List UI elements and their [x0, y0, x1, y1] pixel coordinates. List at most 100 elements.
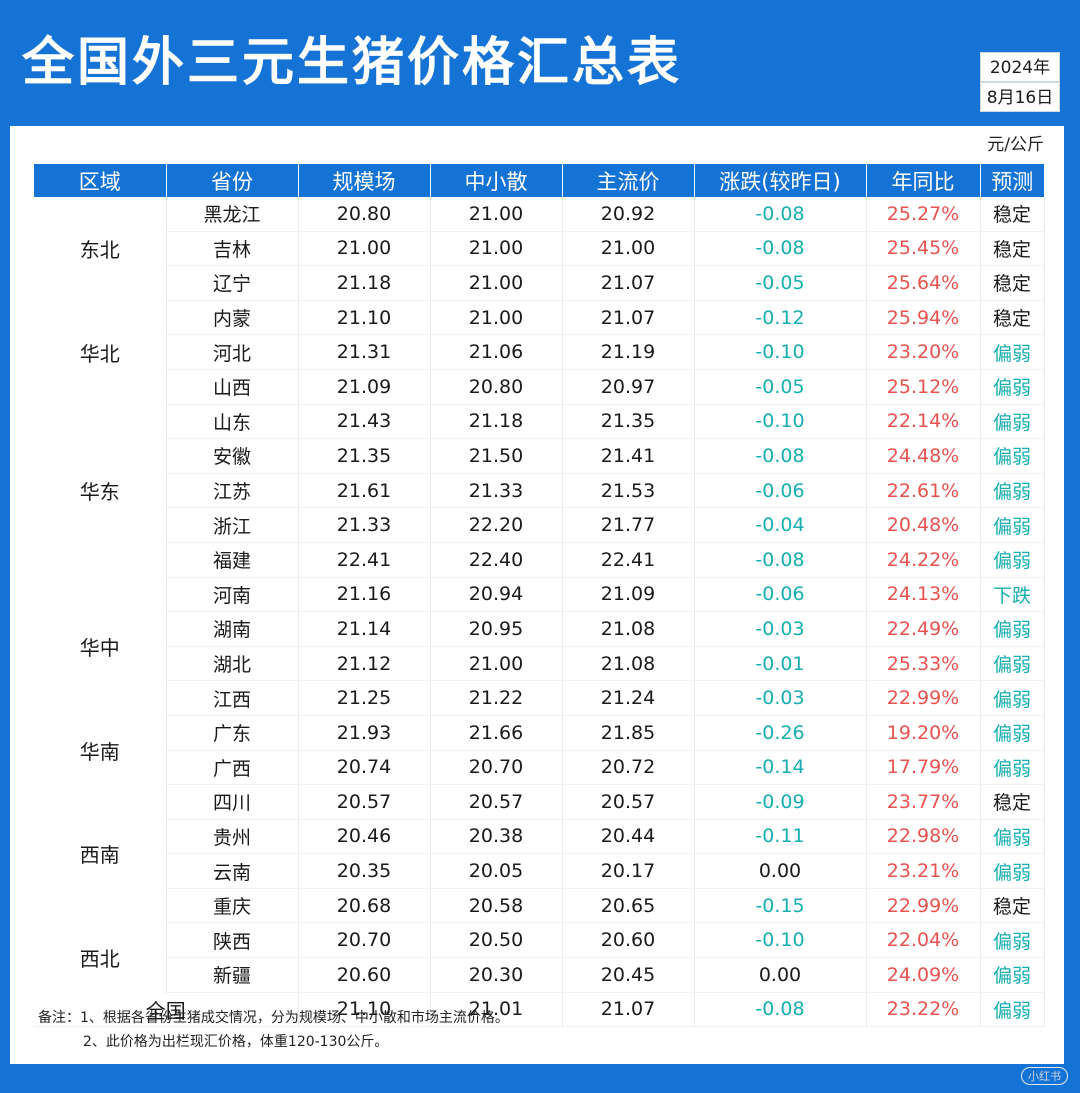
yoy-cell: 25.64% — [866, 265, 981, 301]
forecast-cell: 稳定 — [980, 784, 1045, 820]
forecast-cell: 偏弱 — [980, 853, 1045, 889]
large-farm-cell: 21.00 — [298, 231, 431, 267]
province-cell: 重庆 — [166, 888, 299, 924]
total-label-cell: 全国 — [34, 992, 299, 1028]
yoy-cell: 25.94% — [866, 300, 981, 336]
page-title: 全国外三元生猪价格汇总表 — [22, 33, 683, 93]
change-cell: 0.00 — [694, 853, 867, 889]
main-price-cell: 21.24 — [562, 680, 695, 716]
change-cell: -0.06 — [694, 473, 867, 509]
large-farm-cell: 20.68 — [298, 888, 431, 924]
region-cell: 东北 — [34, 197, 167, 301]
small-farm-cell: 21.00 — [430, 646, 563, 682]
table-row: 湖北 21.12 21.00 21.08 -0.01 25.33% 偏弱 — [34, 646, 1045, 682]
column-header-change: 涨跌(较昨日) — [694, 164, 867, 197]
forecast-cell: 偏弱 — [980, 646, 1045, 682]
table-row: 西北 陕西 20.70 20.50 20.60 -0.10 22.04% 偏弱 — [34, 922, 1045, 993]
table-row: 云南 20.35 20.05 20.17 0.00 23.21% 偏弱 — [34, 853, 1045, 889]
yoy-cell: 22.99% — [866, 680, 981, 716]
small-farm-cell: 21.22 — [430, 680, 563, 716]
note-line-2: 2、此价格为出栏现汇价格，体重120-130公斤。 — [83, 1034, 389, 1050]
main-price-cell: 21.19 — [562, 334, 695, 370]
province-cell: 吉林 — [166, 231, 299, 267]
yoy-cell: 25.12% — [866, 369, 981, 405]
small-farm-cell: 21.00 — [430, 300, 563, 336]
province-cell: 云南 — [166, 853, 299, 889]
large-farm-cell: 20.46 — [298, 819, 431, 855]
small-farm-cell: 20.57 — [430, 784, 563, 820]
change-cell: -0.08 — [694, 542, 867, 578]
change-cell: -0.08 — [694, 992, 867, 1028]
forecast-cell: 偏弱 — [980, 819, 1045, 855]
change-cell: -0.08 — [694, 438, 867, 474]
province-cell: 湖北 — [166, 646, 299, 682]
province-cell: 贵州 — [166, 819, 299, 855]
small-farm-cell: 21.00 — [430, 265, 563, 301]
province-cell: 浙江 — [166, 507, 299, 543]
small-farm-cell: 20.05 — [430, 853, 563, 889]
forecast-cell: 偏弱 — [980, 680, 1045, 716]
table-row: 安徽 21.35 21.50 21.41 -0.08 24.48% 偏弱 — [34, 438, 1045, 474]
table-row: 江西 21.25 21.22 21.24 -0.03 22.99% 偏弱 — [34, 680, 1045, 716]
small-farm-cell: 20.95 — [430, 611, 563, 647]
province-cell: 广西 — [166, 750, 299, 786]
main-price-cell: 21.07 — [562, 265, 695, 301]
column-header-forecast: 预测 — [980, 164, 1044, 197]
watermark: 小红书 — [1021, 1067, 1068, 1085]
main-price-cell: 21.53 — [562, 473, 695, 509]
change-cell: -0.14 — [694, 750, 867, 786]
forecast-cell: 偏弱 — [980, 369, 1045, 405]
table-row: 华中 河南 21.16 20.94 21.09 -0.06 24.13% 下跌 — [34, 577, 1045, 716]
large-farm-cell: 21.33 — [298, 507, 431, 543]
table-row: 福建 22.41 22.40 22.41 -0.08 24.22% 偏弱 — [34, 542, 1045, 578]
large-farm-cell: 21.10 — [298, 300, 431, 336]
yoy-cell: 22.61% — [866, 473, 981, 509]
region-cell: 西南 — [34, 784, 167, 923]
change-cell: -0.01 — [694, 646, 867, 682]
forecast-cell: 偏弱 — [980, 507, 1045, 543]
column-header-province: 省份 — [166, 164, 299, 197]
main-price-cell: 20.92 — [562, 197, 695, 232]
province-cell: 江西 — [166, 680, 299, 716]
yoy-cell: 22.99% — [866, 888, 981, 924]
yoy-cell: 24.13% — [866, 577, 981, 613]
province-cell: 安徽 — [166, 438, 299, 474]
main-price-cell: 21.41 — [562, 438, 695, 474]
date-badge: 8月16日 — [980, 82, 1060, 112]
yoy-cell: 24.48% — [866, 438, 981, 474]
large-farm-cell: 21.18 — [298, 265, 431, 301]
main-price-cell: 21.35 — [562, 404, 695, 440]
yoy-cell: 20.48% — [866, 507, 981, 543]
large-farm-cell: 20.35 — [298, 853, 431, 889]
table-row: 新疆 20.60 20.30 20.45 0.00 24.09% 偏弱 — [34, 957, 1045, 993]
unit-label: 元/公斤 — [987, 135, 1044, 155]
large-farm-cell: 21.43 — [298, 404, 431, 440]
main-price-cell: 21.08 — [562, 611, 695, 647]
table-row: 贵州 20.46 20.38 20.44 -0.11 22.98% 偏弱 — [34, 819, 1045, 855]
change-cell: -0.08 — [694, 231, 867, 267]
yoy-cell: 23.77% — [866, 784, 981, 820]
main-price-cell: 20.44 — [562, 819, 695, 855]
province-cell: 新疆 — [166, 957, 299, 993]
change-cell: -0.05 — [694, 369, 867, 405]
yoy-cell: 24.22% — [866, 542, 981, 578]
forecast-cell: 稳定 — [980, 197, 1045, 232]
small-farm-cell: 20.80 — [430, 369, 563, 405]
change-cell: -0.10 — [694, 404, 867, 440]
change-cell: -0.06 — [694, 577, 867, 613]
province-cell: 山东 — [166, 404, 299, 440]
large-farm-cell: 20.70 — [298, 922, 431, 959]
forecast-cell: 偏弱 — [980, 957, 1045, 993]
province-cell: 四川 — [166, 784, 299, 820]
table-row: 广西 20.74 20.70 20.72 -0.14 17.79% 偏弱 — [34, 750, 1045, 786]
change-cell: -0.03 — [694, 611, 867, 647]
main-price-cell: 22.41 — [562, 542, 695, 578]
change-cell: -0.15 — [694, 888, 867, 924]
province-cell: 内蒙 — [166, 300, 299, 336]
yoy-cell: 23.22% — [866, 992, 981, 1028]
main-price-cell: 21.77 — [562, 507, 695, 543]
price-table: 区域 省份 规模场 中小散 主流价 涨跌(较昨日) 年同比 预测 东北 黑龙江 20… — [34, 164, 1045, 1028]
change-cell: -0.03 — [694, 680, 867, 716]
forecast-cell: 偏弱 — [980, 542, 1045, 578]
province-cell: 江苏 — [166, 473, 299, 509]
